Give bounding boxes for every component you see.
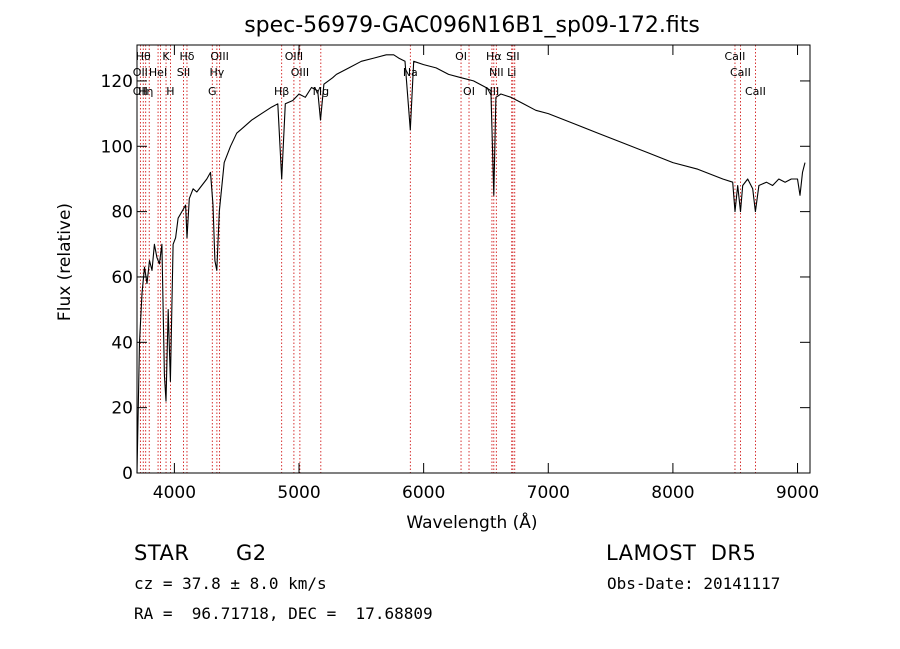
line-label: OII — [133, 85, 148, 98]
x-tick-label: 4000 — [153, 483, 196, 503]
line-label: Na — [403, 66, 418, 79]
y-tick-label: 80 — [111, 203, 133, 223]
y-tick-label: 60 — [111, 268, 133, 288]
y-axis-label: Flux (relative) — [55, 203, 75, 321]
x-tick-label: 9000 — [776, 483, 819, 503]
line-label: OII — [133, 66, 148, 79]
x-tick-label: 5000 — [277, 483, 320, 503]
survey-name: LAMOST DR5 — [606, 541, 757, 565]
x-tick-label: 7000 — [527, 483, 570, 503]
line-label: OI — [463, 85, 475, 98]
line-label: Hβ — [274, 85, 289, 98]
line-label: OIII — [291, 66, 309, 79]
line-label: Hθ — [136, 50, 151, 63]
line-label: Hη — [138, 85, 153, 98]
plot-frame — [136, 44, 811, 474]
axis-ticks: 4000 5000 6000 7000 8000 9000 0 20 40 60 80 100 120 — [101, 45, 819, 503]
spectral-line-markers — [139, 45, 756, 473]
line-label: G — [208, 85, 217, 98]
spectrum-series — [136, 54, 806, 474]
line-label: H — [166, 85, 174, 98]
y-tick-label: 100 — [101, 137, 133, 157]
y-tick-label: 0 — [122, 464, 133, 484]
line-label: CaII — [730, 66, 751, 79]
line-label: OI — [455, 50, 467, 63]
line-label: CaII — [745, 85, 766, 98]
line-label: NII — [485, 85, 500, 98]
y-tick-label: 20 — [111, 399, 133, 419]
line-label: Li — [507, 66, 516, 79]
line-label: Hα — [486, 50, 502, 63]
line-label: Hγ — [209, 66, 224, 79]
chart-title: spec-56979-GAC096N16B1_sp09-172.fits — [244, 13, 700, 38]
ra-dec-coordinates: RA = 96.71718, DEC = 17.68809 — [134, 604, 433, 623]
line-label: Hδ — [179, 50, 194, 63]
x-tick-label: 8000 — [651, 483, 694, 503]
line-label: OIII — [285, 50, 303, 63]
observation-date: Obs-Date: 20141117 — [607, 574, 781, 593]
x-tick-label: 6000 — [402, 483, 445, 503]
line-label: HeI — [149, 66, 167, 79]
line-label: CaII — [725, 50, 746, 63]
line-label: SII — [177, 66, 190, 79]
object-type: STAR — [134, 541, 190, 565]
y-tick-label: 120 — [101, 72, 133, 92]
spectral-line-labels: Hθ K Hδ OIII OIII OI Hα SII CaII OII HeI SII Hγ OIII N… — [133, 50, 766, 98]
line-label: K — [162, 50, 170, 63]
line-label: SII — [506, 50, 519, 63]
x-axis-label: Wavelength (Å) — [406, 511, 537, 533]
line-label: NII — [489, 66, 504, 79]
object-subclass: G2 — [236, 541, 267, 565]
line-label: Mg — [313, 85, 329, 98]
y-tick-label: 40 — [111, 333, 133, 353]
redshift-velocity: cz = 37.8 ± 8.0 km/s — [134, 574, 327, 593]
line-label: OIII — [210, 50, 228, 63]
spectrum-line — [136, 54, 806, 474]
